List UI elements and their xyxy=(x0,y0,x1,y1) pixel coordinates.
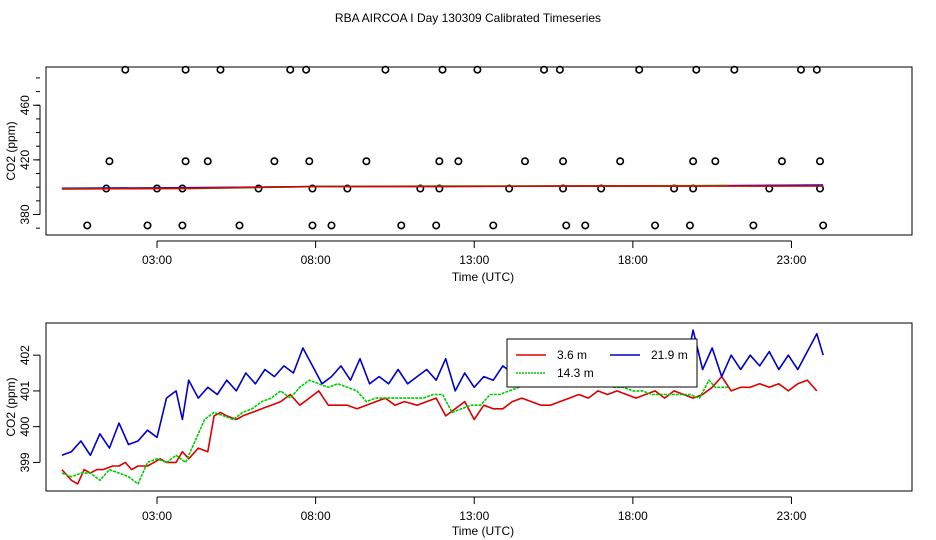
x-tick-label: 23:00 xyxy=(776,253,806,267)
plot-frame-bottom xyxy=(45,322,913,492)
data-point xyxy=(83,221,92,230)
x-tick-label: 13:00 xyxy=(459,509,489,523)
data-point xyxy=(327,221,336,230)
series-line xyxy=(61,375,818,485)
data-point xyxy=(555,65,564,74)
data-point xyxy=(362,157,371,166)
data-point xyxy=(777,157,786,166)
data-point xyxy=(105,157,114,166)
data-point xyxy=(286,65,295,74)
x-axis-label-top: Time (UTC) xyxy=(452,270,514,284)
legend: 3.6 m 21.9 m 14.3 m xyxy=(506,338,698,388)
series-line xyxy=(61,185,824,190)
data-point xyxy=(381,65,390,74)
data-point xyxy=(178,221,187,230)
data-point xyxy=(689,157,698,166)
data-point xyxy=(432,221,441,230)
panel-bottom: 399 400 401 402 03:00 08:00 13:00 18:00 23:00 T… xyxy=(4,322,913,538)
x-axis-label-bottom: Time (UTC) xyxy=(452,524,514,538)
data-point xyxy=(651,221,660,230)
data-point xyxy=(435,157,444,166)
x-tick-label: 03:00 xyxy=(142,253,172,267)
series-line xyxy=(61,329,824,457)
data-point xyxy=(559,157,568,166)
data-point xyxy=(581,221,590,230)
data-point xyxy=(343,184,352,193)
y-tick-label: 399 xyxy=(18,452,32,472)
y-tick-label: 380 xyxy=(18,204,32,224)
panel-top: 380 420 460 03:00 08:00 13:00 18:00 23:00 Time… xyxy=(4,65,913,284)
data-point xyxy=(270,157,279,166)
data-point xyxy=(181,65,190,74)
data-point xyxy=(685,221,694,230)
data-point xyxy=(203,157,212,166)
y-axis-top: 380 420 460 xyxy=(18,77,41,229)
data-point xyxy=(216,65,225,74)
data-point xyxy=(397,221,406,230)
legend-label-14-3m: 14.3 m xyxy=(557,366,594,380)
legend-box xyxy=(506,338,698,388)
data-point xyxy=(816,157,825,166)
y-axis-label-top: CO2 (ppm) xyxy=(4,121,18,180)
data-point xyxy=(520,157,529,166)
y-tick-label: 400 xyxy=(18,416,32,436)
x-tick-label: 03:00 xyxy=(142,509,172,523)
y-tick-label: 402 xyxy=(18,345,32,365)
legend-label-21-9m: 21.9 m xyxy=(651,348,688,362)
x-axis-top: 03:00 08:00 13:00 18:00 23:00 xyxy=(142,240,807,267)
data-point xyxy=(302,65,311,74)
data-point xyxy=(540,65,549,74)
y-axis-label-bottom: CO2 (ppm) xyxy=(4,377,18,436)
data-point xyxy=(308,184,317,193)
x-axis-bottom: 03:00 08:00 13:00 18:00 23:00 xyxy=(142,496,807,523)
data-point xyxy=(454,157,463,166)
data-point xyxy=(121,65,130,74)
data-point xyxy=(489,221,498,230)
series-line xyxy=(61,372,728,485)
data-point xyxy=(819,221,828,230)
plot-frame-top xyxy=(45,66,913,236)
y-tick-label: 420 xyxy=(18,150,32,170)
data-point xyxy=(635,65,644,74)
y-tick-label: 460 xyxy=(18,95,32,115)
plot-area-top xyxy=(61,65,828,230)
chart-title: RBA AIRCOA I Day 130309 Calibrated Times… xyxy=(335,11,601,25)
y-tick-label: 401 xyxy=(18,381,32,401)
data-point xyxy=(796,65,805,74)
y-axis-bottom: 399 400 401 402 xyxy=(18,345,41,472)
x-tick-label: 08:00 xyxy=(301,253,331,267)
data-point xyxy=(711,157,720,166)
data-point xyxy=(235,221,244,230)
data-point xyxy=(181,157,190,166)
data-point xyxy=(812,65,821,74)
x-tick-label: 08:00 xyxy=(301,509,331,523)
data-point xyxy=(438,65,447,74)
data-point xyxy=(473,65,482,74)
data-point xyxy=(730,65,739,74)
data-point xyxy=(305,157,314,166)
legend-label-3-6m: 3.6 m xyxy=(557,348,587,362)
data-point xyxy=(416,184,425,193)
x-tick-label: 18:00 xyxy=(618,253,648,267)
x-tick-label: 23:00 xyxy=(776,509,806,523)
data-point xyxy=(254,184,263,193)
x-tick-label: 13:00 xyxy=(459,253,489,267)
x-tick-label: 18:00 xyxy=(618,509,648,523)
data-point xyxy=(692,65,701,74)
plot-area-bottom xyxy=(61,329,824,485)
data-point xyxy=(143,221,152,230)
data-point xyxy=(749,221,758,230)
data-point xyxy=(308,221,317,230)
data-point xyxy=(562,221,571,230)
data-point xyxy=(616,157,625,166)
